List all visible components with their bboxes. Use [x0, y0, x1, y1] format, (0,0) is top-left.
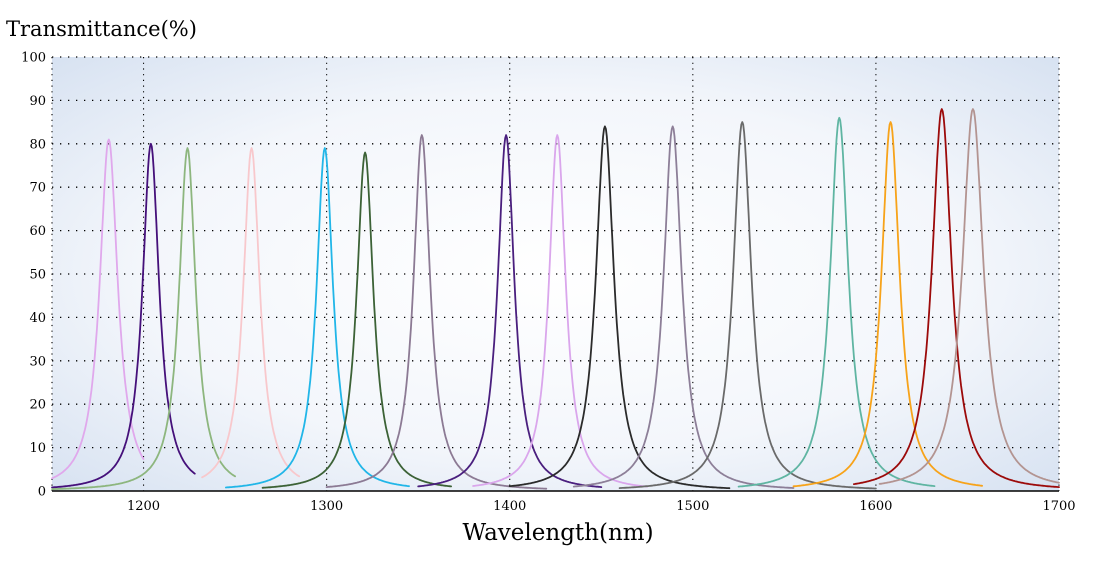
y-tick-label: 60	[29, 224, 46, 239]
y-tick-label: 80	[29, 137, 46, 152]
y-axis-label: Transmittance(%)	[6, 17, 197, 41]
y-tick-label: 100	[21, 51, 46, 66]
series-curve-4	[201, 147, 301, 479]
x-tick-label: 1200	[127, 499, 160, 514]
y-tick-label: 20	[29, 398, 46, 413]
y-tick-label: 70	[29, 181, 46, 196]
series-curve-12	[618, 121, 877, 490]
y-tick-labels: 0 10 20 30 40 50 60 70 80 90 100	[21, 51, 46, 500]
series-curve-3	[51, 147, 237, 491]
series-curve-8	[417, 134, 603, 489]
series-curve-1	[51, 138, 145, 480]
series-curve-2	[51, 142, 196, 489]
y-tick-label: 30	[29, 354, 46, 369]
y-tick-label: 40	[29, 311, 46, 326]
y-tick-label: 0	[38, 485, 46, 500]
series-curve-6	[261, 151, 453, 489]
x-tick-label: 1400	[493, 499, 526, 514]
series-curve-5	[224, 147, 410, 489]
y-tick-label: 50	[29, 268, 46, 283]
y-tick-label: 10	[29, 441, 46, 456]
x-tick-label: 1600	[859, 499, 892, 514]
plot-background	[52, 57, 1059, 491]
series-curve-14	[792, 121, 983, 488]
curve-layer	[51, 108, 1060, 491]
x-tick-label: 1700	[1042, 499, 1075, 514]
series-curve-16	[878, 108, 1060, 485]
series-curve-10	[508, 125, 731, 490]
y-tick-label: 90	[29, 94, 46, 109]
series-curve-9	[472, 134, 648, 488]
x-tick-label: 1500	[676, 499, 709, 514]
x-axis-label: Wavelength(nm)	[462, 520, 653, 546]
x-tick-label: 1300	[310, 499, 343, 514]
x-tick-labels: 1200 1300 1400 1500 1600 1700	[127, 499, 1076, 514]
